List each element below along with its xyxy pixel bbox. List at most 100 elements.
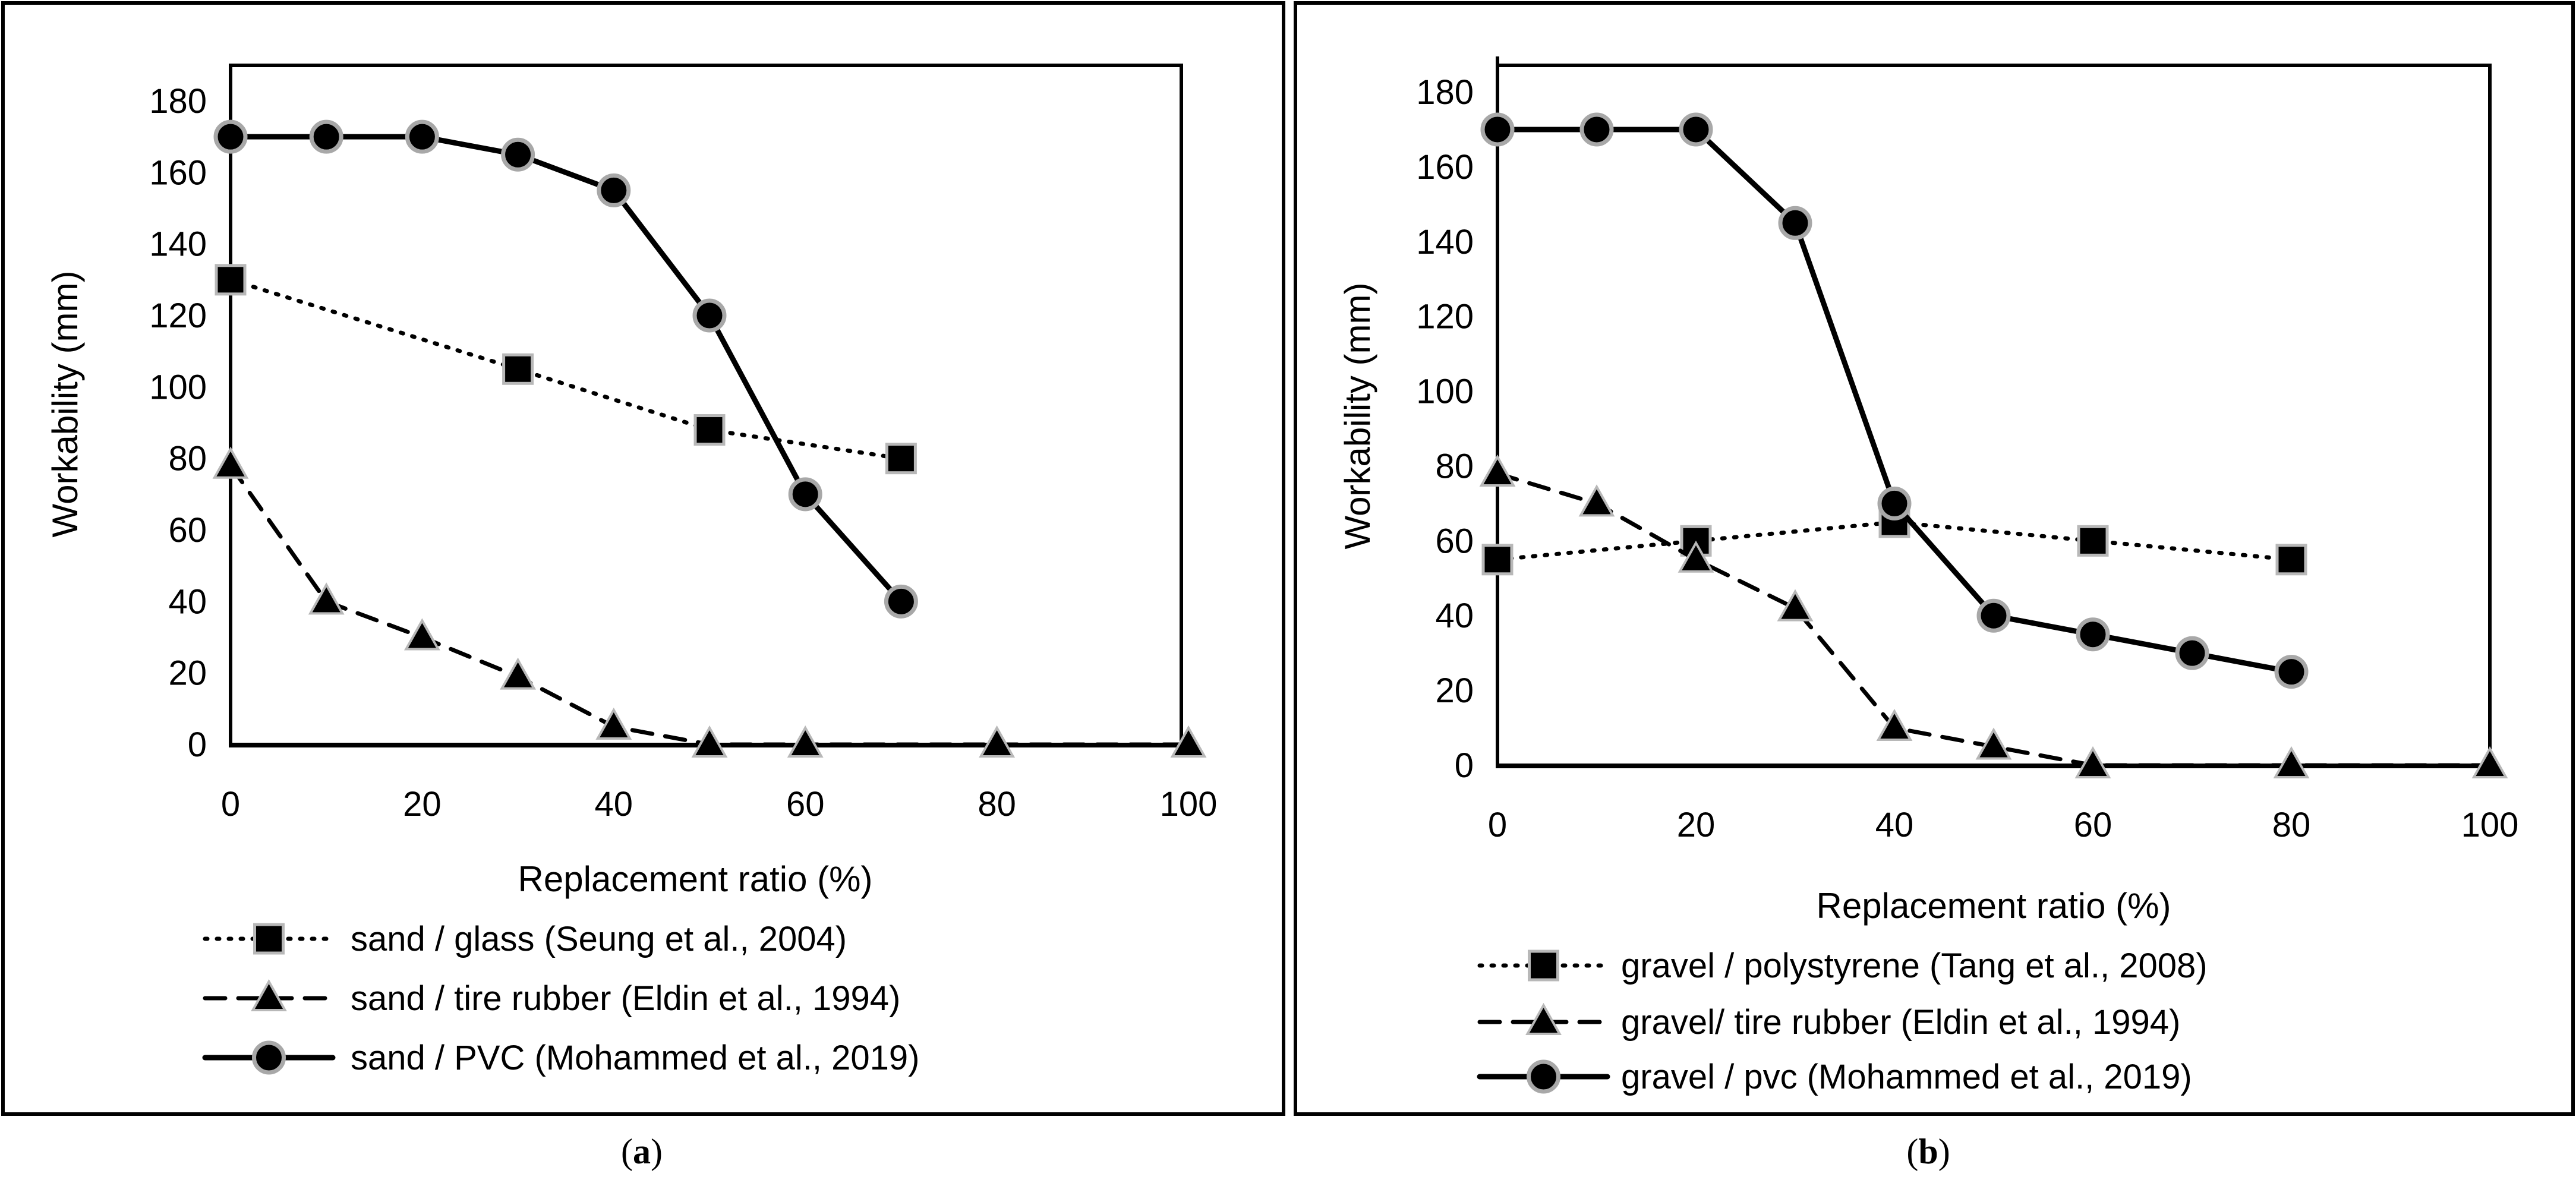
panel-a-legend-series-2-marker-0 xyxy=(252,1040,286,1075)
panel-b-y-axis-title: Workability (mm) xyxy=(1338,283,1377,550)
panel-b-x-tick-label: 20 xyxy=(1677,806,1716,844)
panel-b-legend-series-1-marker-0 xyxy=(1525,1002,1562,1035)
panel-a-x-axis-title: Replacement ratio (%) xyxy=(518,859,873,899)
panel-b-x-tick-label: 80 xyxy=(2272,806,2311,844)
panel-b-series-2-marker-2 xyxy=(1679,112,1713,147)
panel-a-series-2-marker-5 xyxy=(692,298,727,333)
panel-a-series-2-marker-6 xyxy=(788,477,822,512)
panel-b-series-1-marker-0 xyxy=(1479,454,1516,487)
panel-a-y-tick-label: 20 xyxy=(168,654,207,693)
panel-b-y-tick-label: 60 xyxy=(1435,522,1474,560)
panel-b-legend-series-0-marker-0 xyxy=(1528,949,1559,982)
panel-a-legend-label-0: sand / glass (Seung et al., 2004) xyxy=(351,920,847,958)
panel-a-caption-letter: a xyxy=(633,1132,651,1171)
panel-a-legend-label-2: sand / PVC (Mohammed et al., 2019) xyxy=(351,1039,919,1077)
panel-b-y-tick-label: 100 xyxy=(1416,373,1474,411)
panel-a-series-1-marker-2 xyxy=(403,618,440,651)
panel-a-series-1-marker-8 xyxy=(1170,725,1207,758)
panel-b-series-0-marker-3 xyxy=(2077,525,2109,557)
panel-a-series-2-marker-4 xyxy=(597,173,631,207)
panel-a-y-tick-label: 160 xyxy=(149,153,207,192)
panel-a-legend-label-1: sand / tire rubber (Eldin et al., 1994) xyxy=(351,979,900,1018)
panel-a-y-tick-label: 60 xyxy=(168,511,207,550)
panel-b-x-tick-label: 0 xyxy=(1488,806,1507,844)
panel-b-legend-series-2-marker-0 xyxy=(1527,1059,1560,1094)
panel-a-series-1-line xyxy=(228,463,1191,747)
panel-b-series-1-marker-8 xyxy=(2471,746,2508,778)
panel-b-series-2-marker-7 xyxy=(2175,636,2209,670)
panel-a-series-1-marker-1 xyxy=(308,582,345,615)
panel-a-series-1-marker-5 xyxy=(691,725,728,758)
panel-a-y-tick-label: 180 xyxy=(149,82,207,121)
panel-a-series-0-marker-0 xyxy=(215,264,247,296)
panel-b-series-2-marker-5 xyxy=(1976,598,2011,633)
panel-a-y-tick-label: 0 xyxy=(188,725,207,764)
panel-b-series-2-marker-4 xyxy=(1877,486,1912,520)
panel-a-x-tick-label: 60 xyxy=(786,785,825,824)
panel-a-caption: (a) xyxy=(621,1132,663,1171)
panel-a-frame xyxy=(1,1,1285,1116)
panel-b-series-1-marker-4 xyxy=(1876,708,1913,742)
panel-b-frame xyxy=(1294,1,2575,1116)
panel-a-plot-area xyxy=(229,64,1183,747)
panel-b-y-tick-label: 20 xyxy=(1435,671,1474,710)
panel-a-series-0-marker-2 xyxy=(693,414,726,446)
panel-b-caption: (b) xyxy=(1906,1132,1950,1171)
panel-b-y-tick-label: 40 xyxy=(1435,597,1474,635)
panel-b-series-2-marker-1 xyxy=(1579,112,1614,147)
panel-a-y-tick-label: 140 xyxy=(149,225,207,264)
panel-a-series-2-marker-1 xyxy=(309,119,343,154)
panel-a-legend-series-0-marker-0 xyxy=(253,923,285,955)
panel-b-series-2-marker-3 xyxy=(1778,206,1812,240)
panel-b-x-tick-label: 40 xyxy=(1875,806,1914,844)
panel-a-x-tick-label: 20 xyxy=(403,785,442,824)
panel-a-series-2-marker-3 xyxy=(501,137,535,172)
panel-b: Workability (mm) Replacement ratio (%) 0… xyxy=(1294,1,2575,1171)
panel-a-x-tick-label: 40 xyxy=(595,785,633,824)
panel-a-series-2-marker-7 xyxy=(884,584,918,619)
panel-b-series-0-marker-4 xyxy=(2275,544,2307,576)
panel-b-x-axis-title: Replacement ratio (%) xyxy=(1817,886,2171,926)
panel-b-x-ticks: 0 20 40 60 80 100 xyxy=(1488,764,2519,844)
panel-a-series-2-marker-2 xyxy=(405,119,439,154)
panel-a-series-2-marker-0 xyxy=(213,119,248,154)
panel-a-series-0-line xyxy=(228,277,903,461)
panel-b-series-1-marker-3 xyxy=(1777,589,1814,622)
panel-a-x-tick-label: 80 xyxy=(978,785,1016,824)
panel-b-y-tick-label: 120 xyxy=(1416,298,1474,336)
panel-b-y-tick-label: 180 xyxy=(1416,73,1474,112)
panel-b-caption-letter: b xyxy=(1918,1132,1938,1171)
panel-b-series-1-marker-5 xyxy=(1975,727,2012,760)
panel-a-series-0-marker-1 xyxy=(502,353,534,385)
panel-a-legend: sand / glass (Seung et al., 2004) sand / … xyxy=(202,920,919,1077)
panel-a-series-1-marker-0 xyxy=(212,446,249,479)
panel-a-y-ticks: 0 20 40 60 80 100 120 140 160 180 xyxy=(149,65,232,764)
panel-b-series xyxy=(1479,112,2508,778)
panel-a-series-1-marker-4 xyxy=(595,707,632,740)
panel-b-series-2-line xyxy=(1494,127,2294,675)
panel-b-y-tick-label: 0 xyxy=(1455,746,1474,785)
panel-a-series xyxy=(212,119,1207,758)
panel-b-series-1-marker-2 xyxy=(1678,540,1714,573)
panel-a-y-tick-label: 120 xyxy=(149,296,207,335)
panel-b-series-1-marker-6 xyxy=(2074,746,2111,778)
panel-b-x-tick-label: 60 xyxy=(2074,806,2112,844)
panel-b-series-2-marker-8 xyxy=(2274,655,2309,689)
panel-b-x-tick-label: 100 xyxy=(2461,806,2519,844)
panel-b-series-1-marker-7 xyxy=(2273,746,2310,778)
panel-b-series-2-marker-6 xyxy=(2076,617,2110,652)
panel-b-legend-label-2: gravel / pvc (Mohammed et al., 2019) xyxy=(1621,1058,2192,1096)
panel-b-y-tick-label: 80 xyxy=(1435,447,1474,485)
panel-b-series-0-marker-0 xyxy=(1481,544,1514,576)
panel-b-y-ticks: 0 20 40 60 80 100 120 140 160 180 xyxy=(1416,56,1499,785)
panel-b-series-0-line xyxy=(1495,520,2294,562)
panel-a-series-1-marker-6 xyxy=(787,725,824,758)
panel-b-series-2-marker-0 xyxy=(1480,112,1515,147)
panel-a-y-tick-label: 40 xyxy=(168,582,207,621)
panel-a-series-0-marker-3 xyxy=(885,443,917,475)
panel-a: Workability (mm) Replacement ratio (%) 0… xyxy=(1,1,1285,1171)
panel-a-y-axis-title: Workability (mm) xyxy=(45,271,85,538)
panel-b-legend-label-1: gravel/ tire rubber (Eldin et al., 1994) xyxy=(1621,1003,2180,1042)
panel-b-legend-label-0: gravel / polystyrene (Tang et al., 2008) xyxy=(1621,947,2208,985)
